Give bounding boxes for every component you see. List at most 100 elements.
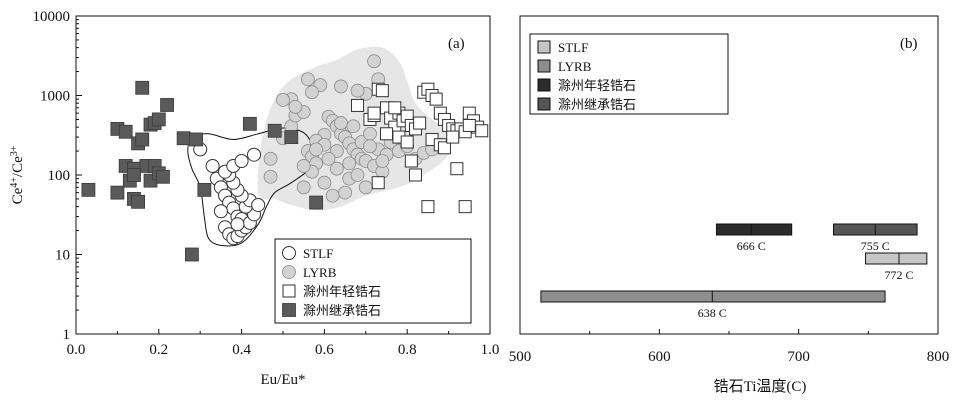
legend-b-label-2: 滁州年轻锆石 — [558, 78, 636, 93]
point-series-3-20 — [176, 131, 191, 146]
point-series-1-64 — [309, 142, 324, 157]
point-series-2-44 — [462, 118, 476, 132]
panel-b-x-axis-label: 锆石Ti温度(C) — [714, 378, 807, 395]
b-x-tick-label: 700 — [787, 349, 810, 365]
panel-a-x-axis-label: Eu/Eu* — [261, 372, 306, 388]
point-series-3-22 — [189, 132, 203, 147]
x-tick-label: 0.8 — [398, 342, 417, 358]
y-label-sup1: 4+ — [9, 177, 20, 188]
point-series-1-47 — [300, 72, 315, 87]
legend-b-swatch-0 — [537, 40, 551, 54]
panel-a-y-axis-label: Ce4+/Ce3+ — [9, 145, 27, 204]
range-bar-2 — [715, 223, 793, 236]
panel-b-label: (b) — [900, 36, 918, 52]
point-series-2-16 — [429, 92, 443, 106]
y-label-sup2: 3+ — [9, 145, 20, 156]
point-series-0-28 — [251, 197, 266, 212]
legend-a-marker-1 — [282, 265, 296, 279]
legend-b-box — [529, 33, 729, 115]
b-x-tick-label: 500 — [509, 349, 532, 365]
point-series-2-37 — [421, 200, 435, 214]
point-series-3-27 — [309, 195, 324, 210]
point-series-3-19 — [160, 98, 174, 112]
point-series-2-41 — [388, 101, 402, 115]
mean-label-3: 755 C — [861, 239, 890, 253]
point-series-2-42 — [413, 116, 427, 130]
panel-b: 772 C 638 C 666 C 755 C 500 600 700 800 (b) 锆石… — [509, 15, 950, 395]
legend-a-box — [274, 238, 472, 324]
point-series-0-25 — [234, 154, 249, 169]
point-series-1-34 — [334, 116, 348, 130]
point-series-2-33 — [437, 141, 451, 155]
point-series-2-4 — [375, 84, 389, 98]
legend-b-swatch-3 — [537, 97, 551, 111]
legend-a-label-2: 滁州年轻锆石 — [303, 284, 381, 299]
panel-b-bars: 772 C 638 C 666 C 755 C — [540, 223, 928, 320]
point-series-1-57 — [342, 156, 357, 171]
point-series-3-11 — [135, 80, 150, 95]
x-tick-label: 0.2 — [149, 342, 168, 358]
x-tick-label: 0.0 — [67, 342, 86, 358]
point-series-3-29 — [156, 169, 170, 184]
point-series-2-34 — [404, 154, 418, 168]
point-series-1-62 — [276, 93, 290, 107]
point-series-1-58 — [363, 139, 377, 154]
legend-b-swatch-1 — [537, 59, 551, 73]
y-tick-label: 1000 — [40, 89, 70, 105]
y-label-mid: /Ce — [10, 156, 26, 177]
point-series-2-38 — [458, 200, 472, 214]
point-series-1-25 — [317, 175, 332, 190]
point-series-2-35 — [408, 168, 422, 182]
point-series-1-23 — [296, 180, 311, 195]
y-tick-label: 10 — [55, 248, 70, 264]
point-series-1-55 — [321, 151, 336, 166]
point-series-3-21 — [185, 247, 199, 262]
legend-a-label-0: STLF — [303, 246, 333, 261]
y-label-base: Ce — [10, 187, 26, 204]
point-series-1-30 — [358, 180, 373, 195]
legend-a-label-1: LYRB — [303, 265, 337, 280]
x-tick-label: 0.4 — [232, 342, 251, 358]
point-series-2-0 — [351, 98, 365, 112]
legend-b-label-1: LYRB — [558, 59, 592, 74]
range-bar-0 — [865, 252, 928, 265]
point-series-3-0 — [81, 182, 96, 197]
mean-label-0: 772 C — [884, 268, 913, 282]
point-series-1-27 — [338, 185, 353, 200]
b-x-tick-label: 800 — [927, 349, 950, 365]
point-series-3-25 — [267, 123, 282, 138]
legend-a-marker-2 — [282, 284, 296, 298]
mean-label-1: 638 C — [698, 306, 727, 320]
point-series-3-10 — [135, 132, 150, 147]
point-series-0-26 — [247, 147, 262, 162]
legend-a-label-3: 滁州继承锆石 — [303, 303, 381, 318]
point-series-1-54 — [296, 159, 311, 173]
panel-a-points — [81, 54, 489, 262]
point-series-1-26 — [325, 188, 340, 203]
panel-a-label: (a) — [448, 36, 465, 52]
point-series-2-27 — [475, 124, 489, 138]
mean-label-2: 666 C — [737, 239, 766, 253]
legend-a-marker-3 — [282, 303, 296, 317]
y-tick-label: 1 — [63, 327, 71, 343]
x-tick-label: 1.0 — [481, 342, 500, 358]
panel-a-x-ticks: 0.0 0.2 0.4 0.6 0.8 1.0 — [67, 329, 500, 358]
point-series-0-1 — [205, 158, 220, 173]
y-tick-label: 10000 — [33, 9, 71, 25]
legend-b-label-3: 滁州继承锆石 — [558, 97, 636, 112]
point-series-2-39 — [450, 162, 464, 176]
legend-a-marker-0 — [282, 246, 296, 260]
legend-b-label-0: STLF — [558, 40, 588, 55]
point-series-1-37 — [363, 126, 377, 141]
point-series-1-1 — [263, 151, 278, 166]
b-x-tick-label: 600 — [648, 349, 671, 365]
point-series-1-59 — [375, 154, 390, 168]
panel-a-y-ticks: 1 10 100 1000 10000 — [33, 9, 82, 343]
point-series-3-9 — [131, 194, 146, 209]
point-series-2-28 — [380, 127, 393, 141]
legend-b-swatch-2 — [537, 78, 551, 92]
point-series-2-40 — [367, 106, 381, 120]
panel-b-x-ticks: 500 600 700 800 — [509, 329, 950, 365]
